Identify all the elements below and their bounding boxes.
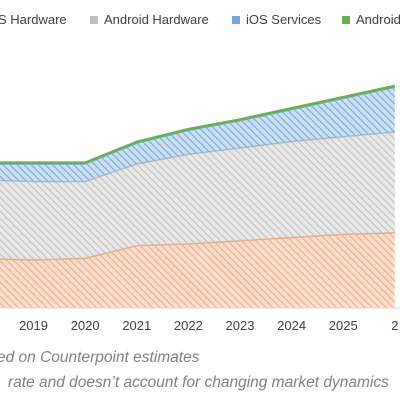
legend-label: iOS Services (246, 12, 322, 27)
area-s-hardware (0, 232, 395, 308)
legend-item-s-hardware: S Hardware (0, 12, 67, 27)
area-ios-services (0, 87, 395, 182)
x-tick-label: 2019 (19, 318, 48, 333)
legend-label: S Hardware (0, 12, 67, 27)
chart-areas (0, 84, 396, 308)
x-tick-label: 2024 (277, 318, 306, 333)
legend-label: Android Hardware (104, 12, 209, 27)
legend-item-android: Android (342, 12, 400, 27)
chart-legend: S Hardware Android Hardware iOS Services… (0, 12, 400, 32)
footnote-source: ed on Counterpoint estimates (0, 349, 200, 366)
x-tick-label: 2022 (174, 318, 203, 333)
x-tick-label: 2025 (329, 318, 358, 333)
area-edge-android (0, 84, 396, 164)
x-tick-label: 2 (391, 318, 398, 333)
area-android-hardware (0, 132, 395, 260)
x-tick-label: 2021 (122, 318, 151, 333)
legend-swatch-ios-services (232, 15, 240, 24)
legend-swatch-android (342, 15, 350, 24)
footnote-disclaimer: rate and doesn’t account for changing ma… (8, 374, 389, 391)
legend-swatch-android-hardware (90, 15, 98, 24)
legend-item-ios-services: iOS Services (232, 12, 321, 27)
x-axis-ticks: 2019 2020 2021 2022 2023 2024 2025 2 (19, 318, 398, 333)
x-tick-label: 2020 (71, 318, 100, 333)
legend-label: Android (356, 12, 400, 27)
x-tick-label: 2023 (226, 318, 255, 333)
legend-item-android-hardware: Android Hardware (90, 12, 209, 27)
